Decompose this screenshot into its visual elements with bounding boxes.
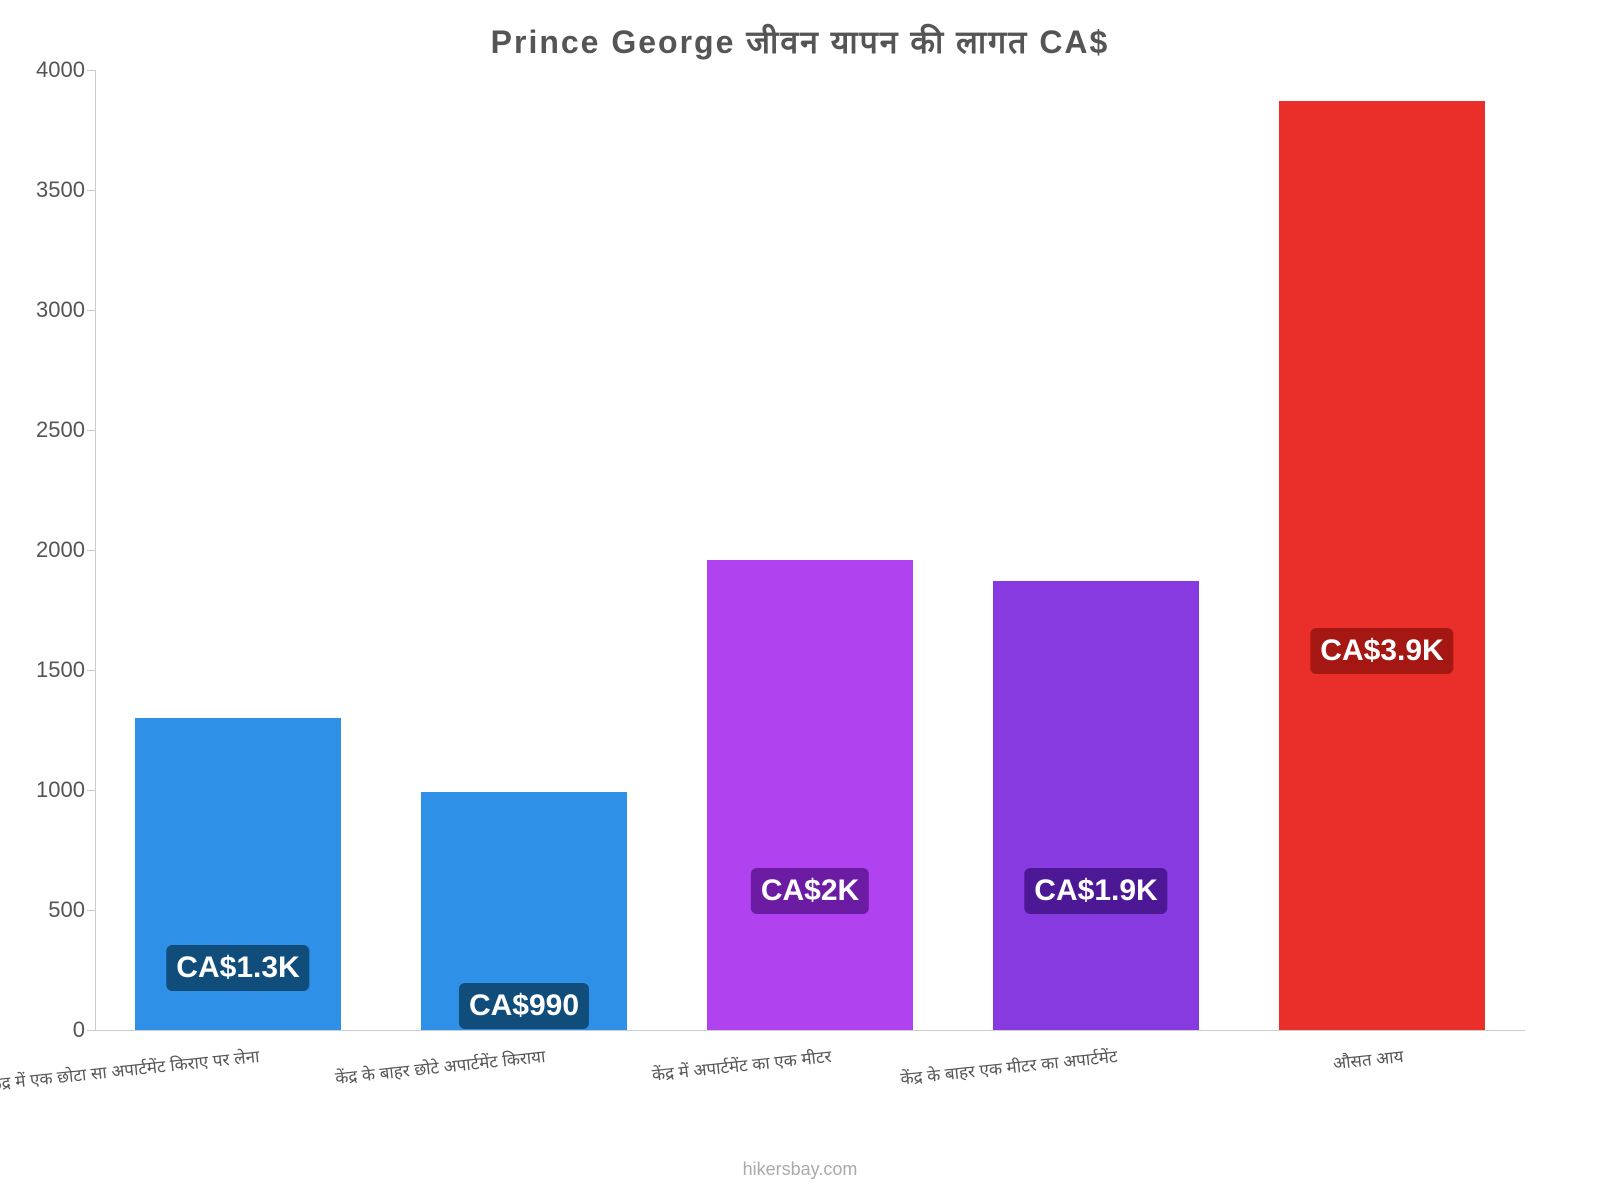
x-category-label: केंद्र में एक छोटा सा अपार्टमेंट किराए प… [0,1044,260,1096]
x-category-label: केंद्र के बाहर छोटे अपार्टमेंट किराया [266,1044,547,1096]
y-tick-label: 4000 [36,57,95,83]
y-tick-label: 3500 [36,177,95,203]
y-tick-label: 500 [48,897,95,923]
cost-of-living-chart: Prince George जीवन यापन की लागत CA$ 0500… [0,0,1600,1200]
y-axis-line [95,70,96,1030]
bar [1279,101,1485,1030]
bar-value-label: CA$2K [751,868,869,914]
y-tick-label: 2500 [36,417,95,443]
chart-credit: hikersbay.com [0,1159,1600,1180]
x-axis-line [95,1030,1525,1031]
x-category-label: केंद्र के बाहर एक मीटर का अपार्टमेंट [838,1044,1119,1096]
y-tick-label: 2000 [36,537,95,563]
y-tick-label: 1500 [36,657,95,683]
bar-value-label: CA$3.9K [1310,628,1453,674]
bar-value-label: CA$990 [459,983,589,1029]
plot-area: 05001000150020002500300035004000CA$1.3Kक… [95,70,1525,1030]
x-category-label: औसत आय [1124,1044,1405,1096]
bar-value-label: CA$1.3K [166,945,309,991]
bar [707,560,913,1030]
x-category-label: केंद्र में अपार्टमेंट का एक मीटर [552,1044,833,1096]
y-tick-label: 1000 [36,777,95,803]
chart-title: Prince George जीवन यापन की लागत CA$ [0,20,1600,63]
y-tick-label: 3000 [36,297,95,323]
bar-value-label: CA$1.9K [1024,868,1167,914]
y-tick-label: 0 [73,1017,95,1043]
bar [993,581,1199,1030]
